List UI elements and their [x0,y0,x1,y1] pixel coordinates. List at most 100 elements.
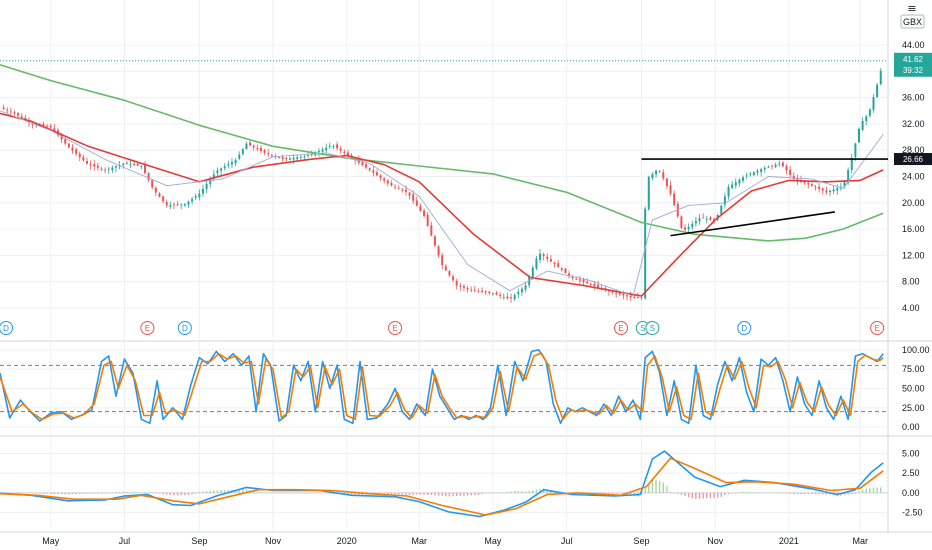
candle-body [321,149,324,152]
macd-histogram-bar [169,492,172,496]
y-tick-label: 0.00 [902,422,920,432]
macd-histogram-bar [430,492,433,496]
earnings-marker-label: E [874,324,879,333]
candle-body [96,165,99,168]
macd-histogram-bar [202,491,204,493]
earnings-marker[interactable] [388,321,403,335]
macd-histogram-bar [521,491,523,493]
macd-histogram-bar [466,492,469,496]
trendline[interactable] [670,211,835,237]
x-tick-label: Sep [634,536,650,546]
macd-histogram-bar [111,492,114,493]
candle-body [636,297,639,298]
macd-histogram-bar [423,492,425,495]
macd-histogram-bar [300,492,302,494]
candle-body [401,189,404,191]
candle-body [125,162,128,164]
candle-body [455,280,458,286]
menu-icon[interactable]: ≡ [907,2,916,15]
candle-body [789,169,792,175]
macd-histogram-bar [60,492,63,495]
y-tick-label: 20.00 [902,198,925,208]
macd-histogram-bar [220,490,222,493]
macd-histogram-bar [666,486,668,493]
macd-histogram-bar [180,492,182,496]
macd-histogram-bar [412,492,414,495]
x-tick-label: 2020 [337,536,357,546]
macd-histogram-bar [782,492,784,494]
currency-badge[interactable]: GBX [903,17,922,27]
macd-histogram-bar [658,481,661,493]
candle-body [549,259,552,262]
macd-histogram-bar [774,492,777,494]
candle-body [325,147,328,151]
candle-body [82,157,85,161]
y-tick-label: 32.00 [902,119,925,129]
macd-histogram-bar [242,489,244,493]
candle-body [633,296,636,298]
macd-histogram-bar [267,492,269,494]
candle-body [825,190,828,193]
candle-body [328,146,331,147]
candle-body [104,169,107,171]
currency-badge-frame[interactable] [900,14,925,29]
candle-body [9,111,12,113]
macd-histogram-bar [133,492,135,493]
candle-body [702,217,705,219]
candle-body [698,218,701,222]
candle-body [270,155,273,156]
y-tick-label: 100.00 [902,345,930,355]
candle-body [169,205,172,207]
earnings-marker[interactable] [870,321,885,335]
earnings-marker-label: E [145,324,150,333]
dividend-marker[interactable] [0,321,14,335]
candle-body [394,186,397,188]
candle-body [129,164,132,166]
x-tick-label: Sep [191,536,207,546]
macd-histogram-bar [854,492,857,494]
candle-body [49,125,52,128]
earnings-marker[interactable] [140,321,155,335]
macd-histogram-bar [474,492,476,496]
candle-body [593,283,596,287]
candle-body [734,182,737,186]
macd-histogram-bar [600,492,603,494]
candle-body [640,297,643,299]
earnings-marker[interactable] [613,321,628,335]
candle-body [245,143,248,150]
macd-histogram-bar [735,492,737,494]
x-tick-label: Jul [561,536,573,546]
x-tick-label: Mar [411,536,427,546]
candle-body [6,109,9,111]
macd-histogram-bar [79,492,81,494]
y-tick-label: 16.00 [902,224,925,234]
candle-body [810,184,813,186]
macd-histogram-bar [307,492,309,494]
macd-histogram-bar [53,492,56,495]
split-marker[interactable] [645,321,660,335]
macd-histogram-bar [68,492,70,495]
candle-body [680,216,683,228]
candle-body [597,284,600,288]
candle-body [372,170,375,173]
candle-body [546,256,549,259]
macd-histogram-bar [224,490,226,493]
y-tick-label: 8.00 [902,277,920,287]
macd-histogram-bar [753,492,755,493]
dividend-marker[interactable] [177,321,192,335]
macd-histogram-bar [749,492,751,493]
macd-histogram-bar [401,492,404,495]
trendline-layer[interactable] [641,158,888,237]
candle-body [296,157,299,160]
x-tick-label: Nov [707,536,724,546]
macd-histogram-bar [702,492,704,499]
macd-histogram-bar [184,492,186,496]
macd-histogram-bar [481,492,483,495]
macd-histogram-bar [455,492,458,496]
moving-average-line [0,112,884,297]
macd-histogram-bar [147,491,150,493]
macd-histogram-bar [503,492,505,493]
dividend-marker[interactable] [737,321,752,335]
